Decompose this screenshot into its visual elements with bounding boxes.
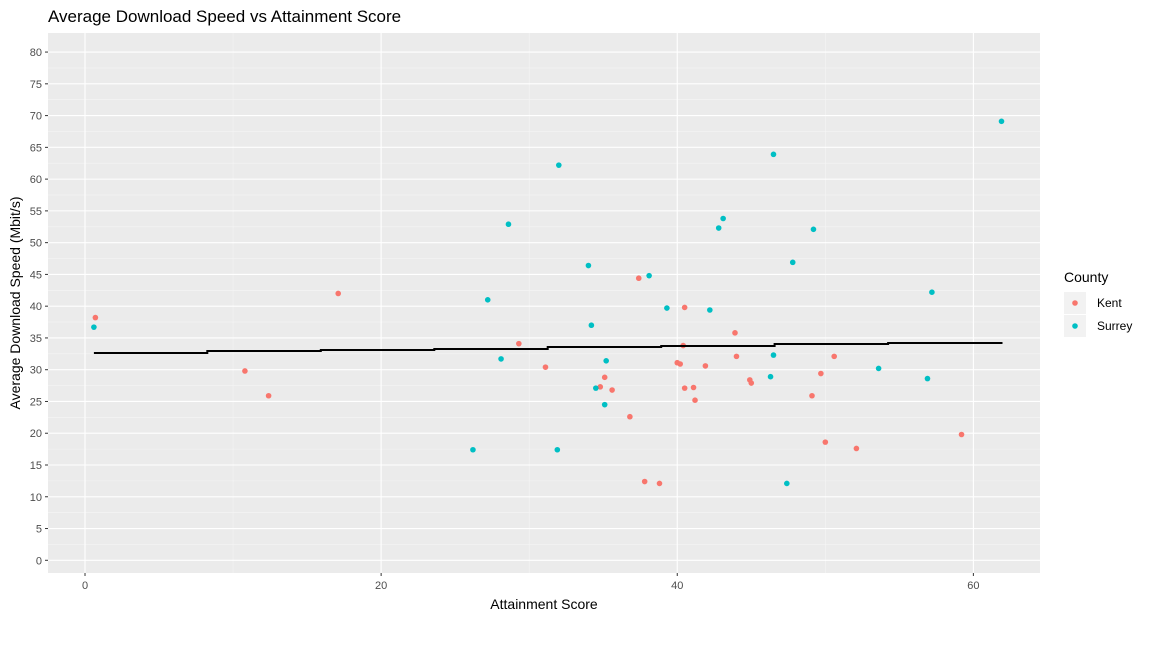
y-tick-label: 80: [30, 47, 42, 59]
data-point-surrey: [646, 272, 652, 279]
data-point-surrey: [601, 401, 608, 408]
data-point-surrey: [593, 385, 599, 391]
x-tick-label: 0: [82, 580, 88, 592]
data-point-surrey: [91, 324, 97, 330]
data-point-kent: [597, 384, 604, 390]
y-tick-label: 55: [30, 206, 42, 218]
y-tick-label: 15: [30, 460, 42, 472]
data-point-surrey: [875, 365, 882, 372]
legend-items: Kent Surrey: [1064, 292, 1132, 337]
data-point-surrey: [585, 262, 592, 269]
data-point-surrey: [770, 151, 777, 158]
data-point-kent: [809, 392, 815, 399]
data-point-kent: [92, 314, 99, 321]
data-points: [91, 118, 1005, 487]
data-point-kent: [609, 387, 615, 393]
data-point-surrey: [767, 373, 774, 380]
data-point-kent: [681, 385, 688, 391]
data-point-kent: [656, 480, 663, 487]
minor-gridlines: [48, 33, 1040, 573]
data-point-surrey: [505, 221, 512, 228]
y-tick-label: 50: [30, 238, 42, 250]
legend-key-kent: [1072, 300, 1078, 306]
data-point-surrey: [720, 215, 726, 222]
y-tick-label: 30: [30, 365, 42, 377]
data-point-surrey: [929, 289, 935, 296]
trend-line: [93, 342, 1003, 354]
legend-key-surrey: [1072, 323, 1078, 329]
x-axis-title: Attainment Score: [490, 596, 598, 612]
y-tick-label: 25: [30, 396, 42, 408]
major-gridlines: [48, 33, 1040, 573]
data-point-surrey: [588, 322, 595, 329]
data-point-surrey: [554, 446, 561, 453]
data-point-kent: [822, 439, 829, 445]
data-point-surrey: [784, 480, 790, 487]
y-tick-label: 20: [30, 428, 42, 440]
data-point-kent: [516, 340, 522, 347]
data-point-kent: [818, 370, 824, 377]
data-point-surrey: [715, 225, 722, 231]
data-point-kent: [242, 368, 248, 374]
y-axis-ticks: 0 5 10 15 20 25 30 35 40 45 50 55 60 65 70 75 80: [30, 47, 48, 567]
data-point-surrey: [810, 226, 817, 233]
data-point-kent: [677, 361, 684, 367]
data-point-kent: [265, 392, 272, 399]
legend: County Kent Surrey: [1064, 269, 1132, 337]
y-axis-title: Average Download Speed (Mbit/s): [7, 197, 23, 410]
x-tick-label: 40: [671, 580, 683, 592]
legend-label-kent: Kent: [1097, 296, 1122, 310]
data-point-surrey: [556, 162, 562, 168]
data-point-kent: [733, 353, 740, 360]
x-tick-label: 60: [967, 580, 979, 592]
chart-title: Average Download Speed vs Attainment Sco…: [48, 7, 401, 26]
data-point-kent: [748, 380, 755, 386]
legend-title: County: [1064, 269, 1108, 285]
plot-panel: [48, 33, 1040, 573]
y-tick-label: 40: [30, 301, 42, 313]
data-point-kent: [542, 364, 549, 370]
data-point-kent: [335, 290, 341, 297]
y-tick-label: 0: [36, 555, 42, 567]
data-point-surrey: [924, 375, 931, 382]
data-point-kent: [641, 478, 648, 485]
y-tick-label: 35: [30, 333, 42, 345]
data-point-surrey: [789, 259, 796, 266]
data-point-surrey: [498, 356, 504, 362]
legend-label-surrey: Surrey: [1097, 319, 1132, 333]
data-point-kent: [831, 353, 837, 360]
data-point-kent: [692, 397, 698, 404]
data-point-kent: [853, 445, 860, 452]
data-point-surrey: [770, 352, 777, 358]
data-point-surrey: [470, 446, 476, 453]
data-point-surrey: [664, 305, 670, 311]
y-tick-label: 5: [36, 524, 42, 536]
data-point-kent: [958, 431, 965, 438]
data-point-surrey: [603, 358, 609, 364]
data-point-kent: [690, 384, 697, 391]
y-tick-label: 10: [30, 492, 42, 504]
data-point-kent: [635, 275, 642, 282]
y-tick-label: 65: [30, 142, 42, 154]
data-point-surrey: [484, 297, 491, 303]
data-point-kent: [681, 304, 688, 311]
data-point-kent: [601, 374, 608, 381]
y-tick-label: 75: [30, 79, 42, 91]
x-axis-ticks: 0 20 40 60: [82, 573, 979, 592]
x-tick-label: 20: [375, 580, 387, 592]
data-point-kent: [732, 330, 738, 336]
data-point-kent: [702, 363, 709, 369]
data-point-surrey: [998, 118, 1005, 125]
data-point-kent: [627, 413, 633, 420]
y-tick-label: 70: [30, 111, 42, 123]
y-tick-label: 45: [30, 269, 42, 281]
y-tick-label: 60: [30, 174, 42, 186]
data-point-surrey: [707, 307, 713, 313]
